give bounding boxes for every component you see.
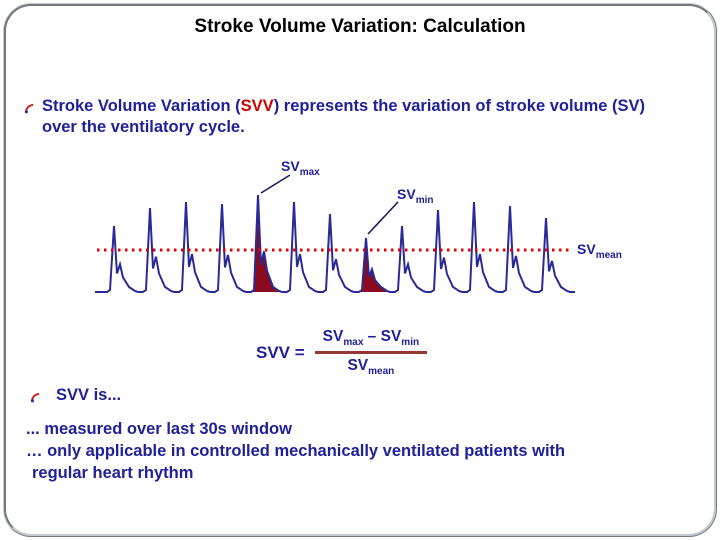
num-svmin-sub: min <box>401 337 420 349</box>
bullet-svv-definition: Stroke Volume Variation (SVV) represents… <box>24 96 664 138</box>
den-svmean-sv: SV <box>347 357 369 375</box>
num-svmax-sv: SV <box>322 328 344 345</box>
svmin-label-sub: min <box>415 194 434 206</box>
svmin-label: SVmin <box>397 186 433 206</box>
arterial-pressure-trace <box>95 194 575 293</box>
formula-fraction: SVmax – SVmin SVmean <box>314 328 428 377</box>
bullet-svv-definition-text: Stroke Volume Variation (SVV) represents… <box>24 96 664 138</box>
bullet-icon <box>30 389 41 408</box>
footer-notes: ... measured over last 30s window … only… <box>26 418 706 484</box>
definition-pre: Stroke Volume Variation ( <box>42 97 241 115</box>
label-pointer-line <box>367 201 399 235</box>
waveform-svg <box>95 174 575 293</box>
label-pointer-line <box>260 174 291 194</box>
num-svmax-sub: max <box>343 337 364 349</box>
svmean-label-sub: mean <box>595 249 622 261</box>
page-title: Stroke Volume Variation: Calculation <box>194 16 526 37</box>
svmax-label-sub: max <box>299 166 320 178</box>
footer-line-1: ... measured over last 30s window <box>26 420 292 438</box>
num-svmin-sv: SV <box>380 328 402 345</box>
svmax-label-sv: SV <box>281 158 300 174</box>
bullet-svv-is: SVV is... <box>30 386 121 405</box>
definition-svv-highlight: SVV <box>240 97 274 115</box>
den-svmean-sub: mean <box>368 366 395 378</box>
definition-post: ) represents the variation of stroke vol… <box>42 97 646 136</box>
bullet-svv-is-text: SVV is... <box>56 386 122 404</box>
svmean-label-sv: SV <box>577 241 596 257</box>
formula-denominator: SVmean <box>315 354 427 377</box>
footer-line-2: … only applicable in controlled mechanic… <box>26 442 566 460</box>
formula-lhs: SVV = <box>256 342 305 362</box>
footer-line-3: regular heart rhythm <box>32 464 194 482</box>
svmean-label: SVmean <box>577 241 622 261</box>
svmin-label-sv: SV <box>397 186 416 202</box>
bullet-icon <box>24 99 35 120</box>
formula-numerator: SVmax – SVmin <box>314 328 428 355</box>
svv-formula: SVV = SVmax – SVmin SVmean <box>256 328 428 377</box>
formula-minus: – <box>363 328 381 345</box>
svmax-label: SVmax <box>281 158 320 178</box>
